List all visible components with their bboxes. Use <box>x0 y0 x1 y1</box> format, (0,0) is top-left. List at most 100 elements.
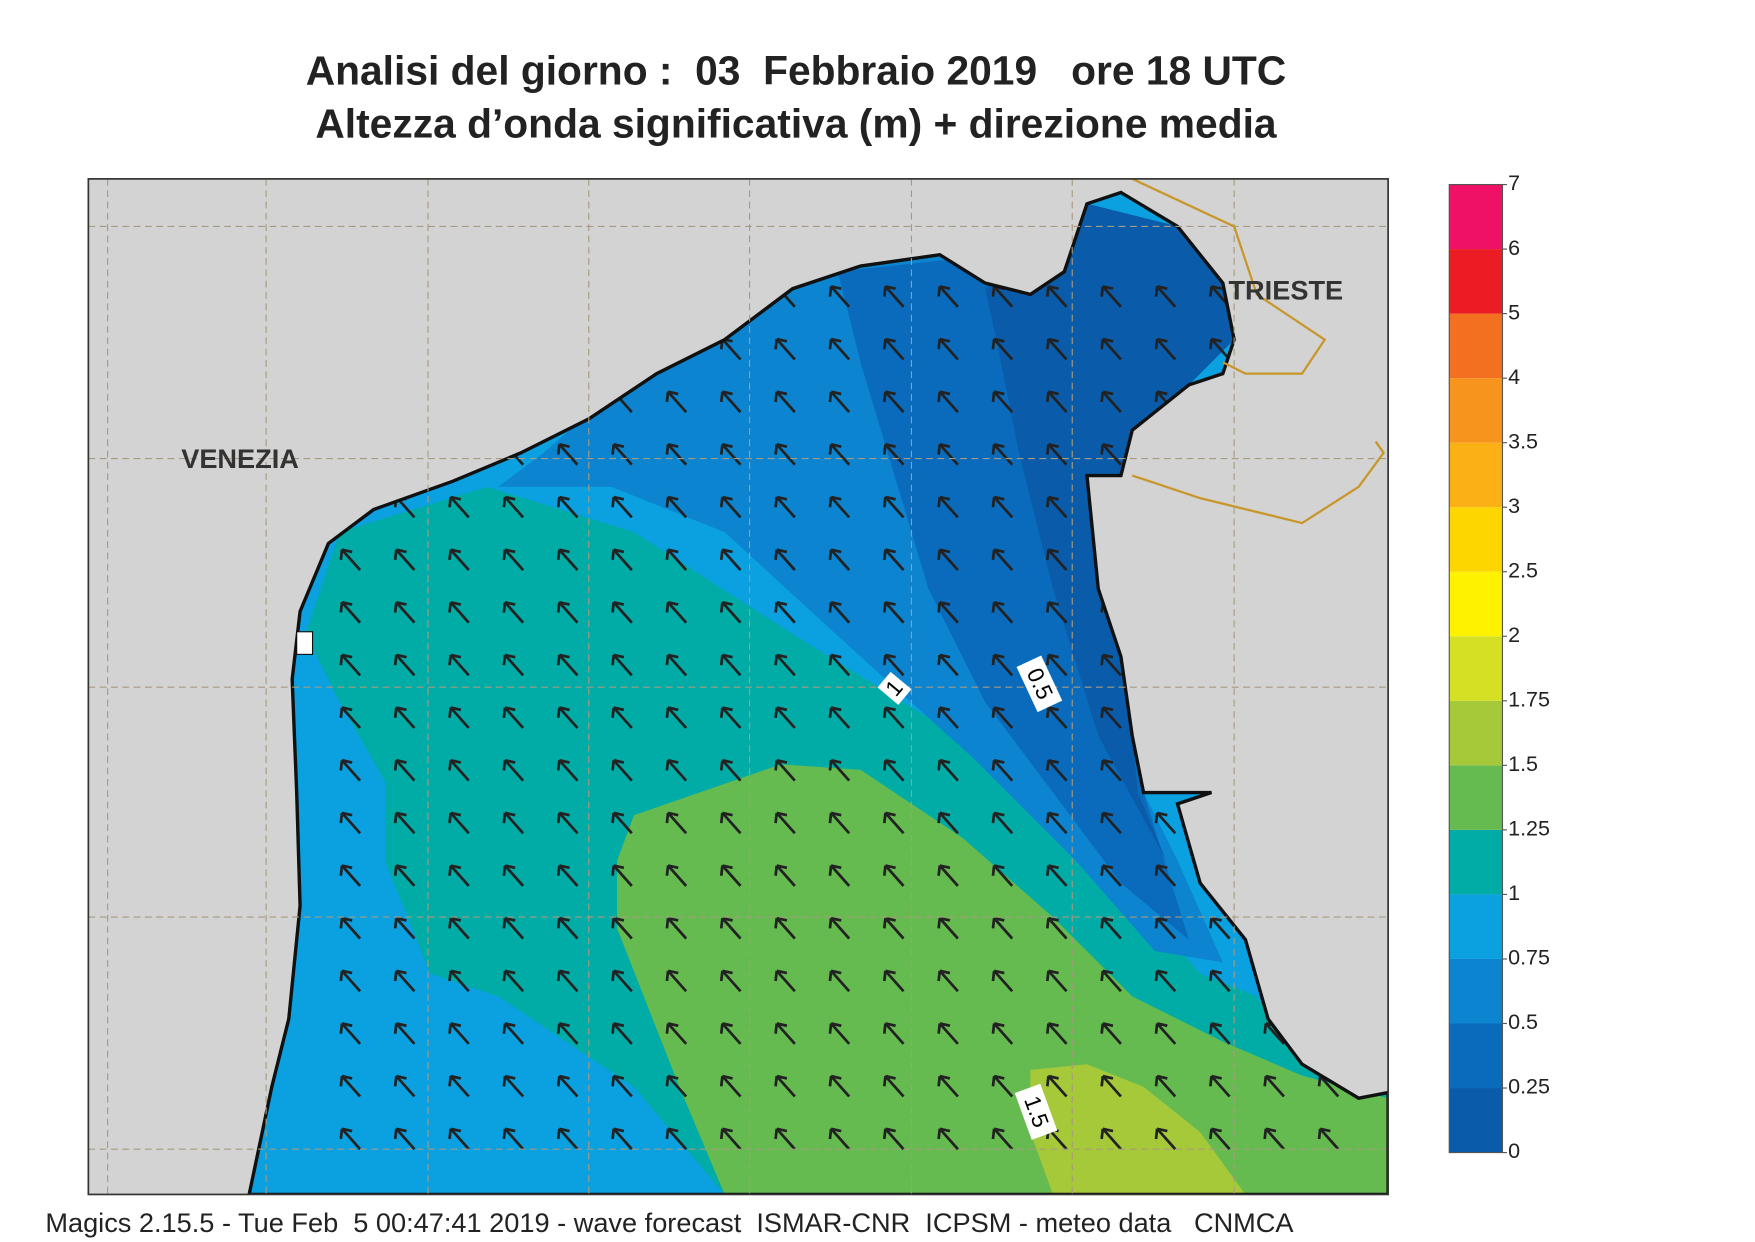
arrow <box>719 495 742 519</box>
arrow <box>937 443 959 466</box>
colorbar-tick-label: 1 <box>1508 881 1520 905</box>
arrow <box>719 811 742 835</box>
arrow <box>665 758 688 782</box>
arrow <box>937 390 959 414</box>
arrow <box>556 706 579 729</box>
arrow <box>991 758 1014 782</box>
arrow <box>611 1022 633 1045</box>
arrow <box>665 864 688 887</box>
colorbar-tick-label: 5 <box>1508 300 1520 324</box>
arrow <box>1100 864 1122 887</box>
arrow <box>1154 337 1177 361</box>
colorbar-tick-label: 0.75 <box>1508 946 1550 970</box>
arrow <box>393 1022 416 1045</box>
arrow <box>719 864 742 887</box>
arrow <box>1209 916 1231 940</box>
arrow <box>1317 1127 1340 1151</box>
arrow <box>882 1022 905 1045</box>
arrow <box>719 1127 742 1151</box>
colorbar-tick-label: 1.75 <box>1508 688 1550 712</box>
arrow <box>502 969 525 993</box>
arrow <box>611 1127 633 1151</box>
arrow <box>1045 864 1068 887</box>
arrow <box>1100 811 1122 835</box>
arrow <box>774 600 796 624</box>
arrow <box>339 916 362 940</box>
arrow <box>1100 758 1122 782</box>
arrow <box>502 1074 525 1098</box>
arrow <box>828 1127 851 1151</box>
arrow <box>882 285 905 308</box>
arrow <box>774 969 796 993</box>
arrow <box>1045 969 1068 993</box>
arrow <box>882 811 905 835</box>
arrow <box>882 916 905 940</box>
arrow <box>774 390 796 414</box>
arrow <box>1209 337 1231 361</box>
arrow <box>393 1074 416 1098</box>
arrow <box>774 758 796 782</box>
arrow <box>556 916 579 940</box>
arrow <box>1100 706 1122 729</box>
arrow <box>774 1127 796 1151</box>
arrow <box>991 1022 1014 1045</box>
arrow <box>1100 653 1122 677</box>
arrow <box>937 495 959 519</box>
arrow <box>665 916 688 940</box>
arrow <box>1100 337 1122 361</box>
arrow <box>393 1127 416 1151</box>
arrow <box>882 706 905 729</box>
arrow <box>1045 337 1068 361</box>
arrow <box>665 653 688 677</box>
colorbar-tick-label: 0.5 <box>1508 1010 1538 1034</box>
colorbar-tick-label: 3 <box>1508 494 1520 518</box>
arrow <box>448 495 470 519</box>
arrow <box>1209 1127 1231 1151</box>
arrow <box>991 600 1014 624</box>
contour-label: 0.5 <box>1016 655 1063 713</box>
arrow <box>828 495 851 519</box>
arrow <box>665 600 688 624</box>
arrow <box>1209 1074 1231 1098</box>
arrow <box>1045 653 1068 677</box>
arrow <box>665 495 688 519</box>
arrow <box>937 548 959 571</box>
arrow <box>393 600 416 624</box>
arrow <box>1045 1074 1068 1098</box>
arrow <box>611 758 633 782</box>
arrow <box>774 916 796 940</box>
arrow <box>774 443 796 466</box>
arrow <box>828 285 851 308</box>
arrow <box>1100 443 1122 466</box>
arrow <box>665 390 688 414</box>
arrow <box>393 916 416 940</box>
colorbar-frame <box>1448 183 1504 1154</box>
arrow <box>828 600 851 624</box>
arrow <box>937 285 959 308</box>
colorbar-band <box>1449 1088 1503 1153</box>
border <box>1131 178 1385 525</box>
arrow <box>611 969 633 993</box>
colorbar-band <box>1449 184 1503 250</box>
arrow <box>719 443 742 466</box>
arrow <box>1045 390 1068 414</box>
arrow <box>774 864 796 887</box>
arrow <box>937 969 959 993</box>
colorbar-band <box>1449 1023 1503 1089</box>
arrow <box>1154 969 1177 993</box>
arrow <box>937 1022 959 1045</box>
arrow <box>448 758 470 782</box>
arrow <box>1045 758 1068 782</box>
arrow <box>556 758 579 782</box>
arrow <box>665 1074 688 1098</box>
arrow <box>339 811 362 835</box>
arrow <box>556 653 579 677</box>
arrow <box>882 390 905 414</box>
colorbar-tick-label: 6 <box>1508 236 1520 260</box>
colorbar-tick-label: 1.5 <box>1508 752 1538 776</box>
arrow <box>882 548 905 571</box>
arrow <box>556 811 579 835</box>
arrow <box>556 1127 579 1151</box>
arrow <box>448 600 470 624</box>
graticule <box>88 178 1389 1195</box>
